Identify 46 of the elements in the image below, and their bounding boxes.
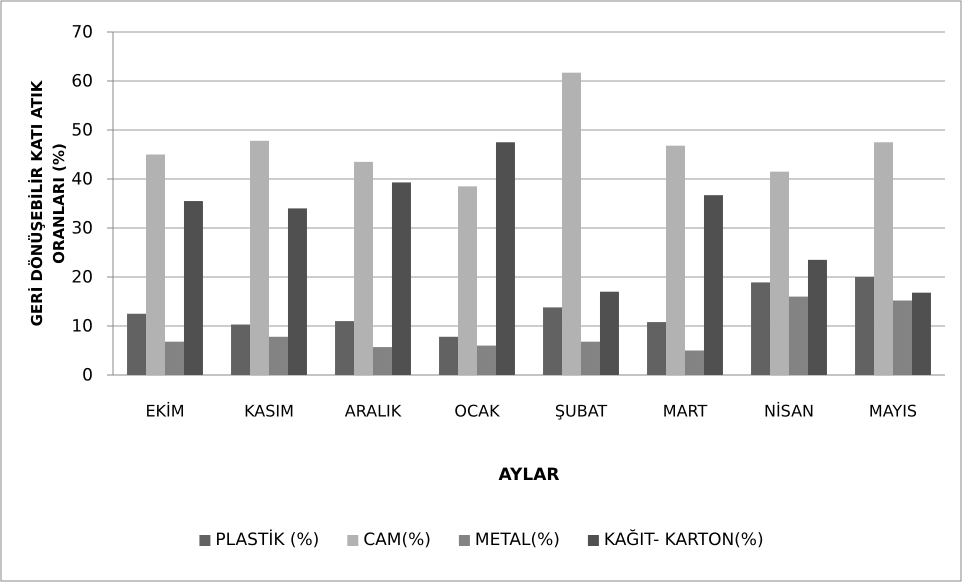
legend-label: CAM(%) <box>363 530 431 550</box>
x-axis-title: AYLAR <box>498 465 560 485</box>
y-tick-label: 30 <box>71 218 93 238</box>
bar <box>496 142 515 375</box>
bar <box>562 72 581 375</box>
legend-label: KAĞIT- KARTON(%) <box>604 529 764 550</box>
x-tick-label: NİSAN <box>764 401 814 420</box>
bar <box>439 336 458 375</box>
x-tick-label: EKİM <box>145 401 185 420</box>
x-tick-label: MART <box>662 401 708 420</box>
y-tick-label: 0 <box>82 365 93 386</box>
bar <box>912 292 931 375</box>
bar <box>354 162 373 375</box>
x-tick-label: MAYIS <box>868 401 918 420</box>
x-tick-label: OCAK <box>454 401 500 420</box>
bar <box>184 201 203 375</box>
bar <box>288 208 307 375</box>
bar <box>751 282 770 375</box>
y-tick-label: 70 <box>71 22 93 42</box>
bar <box>666 146 685 375</box>
y-tick-label: 10 <box>71 316 93 336</box>
bar <box>146 154 165 375</box>
legend-label: PLASTİK (%) <box>215 529 320 550</box>
bar <box>855 277 874 375</box>
bar <box>874 142 893 375</box>
bar <box>647 322 666 375</box>
bar <box>392 182 411 375</box>
bar <box>704 195 723 375</box>
bar <box>335 321 354 375</box>
y-tick-label: 50 <box>71 120 93 140</box>
bar <box>458 186 477 375</box>
y-axis-title: GERİ DÖNÜŞEBİLİR KATI ATIK ORANLARI (%) <box>28 79 68 326</box>
bar <box>770 172 789 375</box>
bar <box>250 140 269 375</box>
bar <box>231 324 250 375</box>
x-tick-label: KASIM <box>244 401 294 420</box>
bar <box>127 314 146 375</box>
x-tick-label: ŞUBAT <box>554 401 608 420</box>
x-tick-label: ARALIK <box>344 401 402 420</box>
y-tick-label: 20 <box>71 267 93 288</box>
bar <box>600 292 619 375</box>
bar <box>543 307 562 375</box>
bar <box>808 260 827 375</box>
y-tick-label: 40 <box>71 169 93 190</box>
legend-label: METAL(%) <box>474 530 560 550</box>
y-tick-label: 60 <box>71 71 93 92</box>
